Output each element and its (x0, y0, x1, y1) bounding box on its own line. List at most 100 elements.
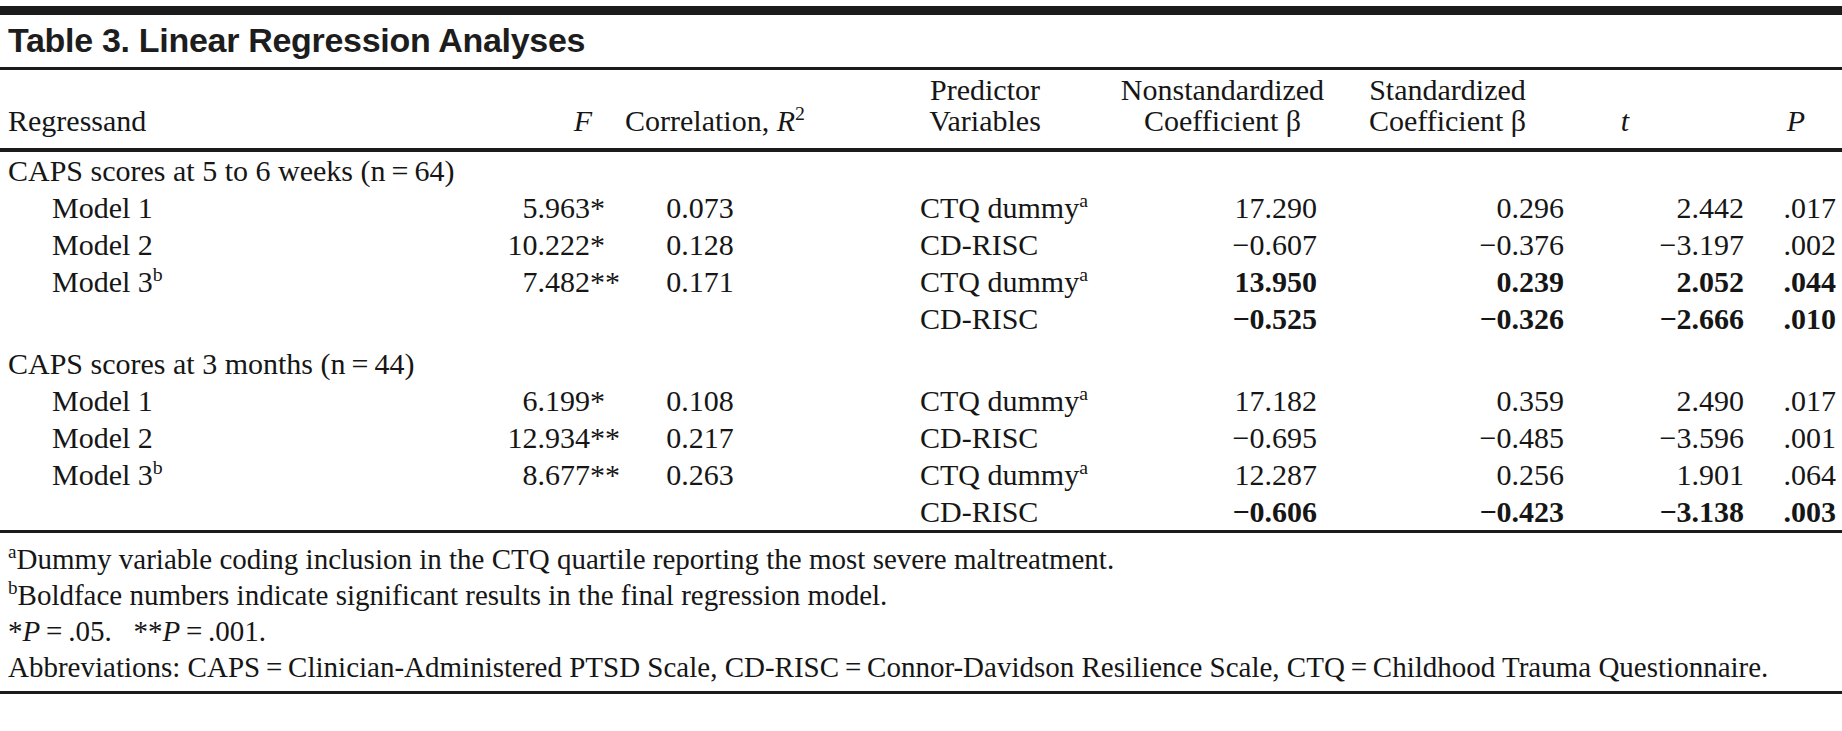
cell-p-value: .064 (1750, 456, 1842, 493)
cell-p-value: .017 (1750, 189, 1842, 226)
significance-asterisks: ** (590, 263, 620, 300)
column-header-nonstandardized-coefficient: NonstandardizedCoefficient β (1120, 70, 1325, 150)
cell-nonstandardized-coefficient: −0.606 (1120, 493, 1325, 532)
cell-correlation-r2: 0.128 (620, 226, 850, 263)
cell-predictor-variable: CTQ dummya (850, 382, 1120, 419)
cell-correlation-r2 (620, 493, 850, 532)
cell-regressand: Model 3b (0, 263, 455, 300)
cell-f-value: 10.222* (455, 226, 620, 263)
cell-regressand: Model 1 (0, 382, 455, 419)
significance-asterisks: * (590, 189, 620, 226)
column-header-predictor-variables: PredictorVariables (850, 70, 1120, 150)
cell-f-value: 6.199* (455, 382, 620, 419)
cell-regressand: Model 2 (0, 226, 455, 263)
table-section-row: CAPS scores at 5 to 6 weeks (n = 64) (0, 150, 1842, 189)
cell-regressand (0, 493, 455, 532)
cell-nonstandardized-coefficient: −0.695 (1120, 419, 1325, 456)
cell-correlation-r2: 0.108 (620, 382, 850, 419)
cell-nonstandardized-coefficient: 17.290 (1120, 189, 1325, 226)
cell-predictor-variable: CD-RISC (850, 300, 1120, 337)
cell-nonstandardized-coefficient: 17.182 (1120, 382, 1325, 419)
cell-f-value: 5.963* (455, 189, 620, 226)
column-header-p: P (1750, 70, 1842, 150)
cell-correlation-r2: 0.171 (620, 263, 850, 300)
cell-standardized-coefficient: 0.256 (1325, 456, 1570, 493)
cell-t-value: −3.197 (1570, 226, 1750, 263)
column-header-correlation-r2: Correlation, R2 (620, 70, 850, 150)
cell-predictor-variable: CTQ dummya (850, 263, 1120, 300)
footnote-b: bBoldface numbers indicate significant r… (8, 577, 1834, 613)
section-label: CAPS scores at 5 to 6 weeks (n = 64) (0, 150, 1842, 189)
cell-regressand: Model 2 (0, 419, 455, 456)
cell-t-value: −3.596 (1570, 419, 1750, 456)
table-body: CAPS scores at 5 to 6 weeks (n = 64) Mod… (0, 150, 1842, 532)
section-label: CAPS scores at 3 months (n = 44) (0, 337, 1842, 382)
header-row: Regressand F Correlation, R2 PredictorVa… (0, 70, 1842, 150)
table-row: CD-RISC −0.525 −0.326 −2.666 .010 (0, 300, 1842, 337)
cell-p-value: .001 (1750, 419, 1842, 456)
cell-predictor-variable: CTQ dummya (850, 456, 1120, 493)
table-row: Model 3b 8.677** 0.263 CTQ dummya 12.287… (0, 456, 1842, 493)
cell-predictor-variable: CD-RISC (850, 493, 1120, 532)
column-header-standardized-coefficient: StandardizedCoefficient β (1325, 70, 1570, 150)
cell-nonstandardized-coefficient: 13.950 (1120, 263, 1325, 300)
table-row: Model 1 5.963* 0.073 CTQ dummya 17.290 0… (0, 189, 1842, 226)
cell-p-value: .010 (1750, 300, 1842, 337)
cell-p-value: .002 (1750, 226, 1842, 263)
cell-t-value: −2.666 (1570, 300, 1750, 337)
significance-asterisks: ** (590, 419, 620, 456)
table-section-row: CAPS scores at 3 months (n = 44) (0, 337, 1842, 382)
column-header-regressand: Regressand (0, 70, 455, 150)
cell-p-value: .044 (1750, 263, 1842, 300)
cell-f-value: 12.934** (455, 419, 620, 456)
footnote-a: aDummy variable coding inclusion in the … (8, 541, 1834, 577)
cell-f-value: 8.677** (455, 456, 620, 493)
cell-predictor-variable: CTQ dummya (850, 189, 1120, 226)
cell-t-value: 2.442 (1570, 189, 1750, 226)
cell-t-value: 2.052 (1570, 263, 1750, 300)
table-header: Regressand F Correlation, R2 PredictorVa… (0, 70, 1842, 150)
cell-f-value (455, 300, 620, 337)
table-row: Model 1 6.199* 0.108 CTQ dummya 17.182 0… (0, 382, 1842, 419)
cell-correlation-r2: 0.217 (620, 419, 850, 456)
cell-standardized-coefficient: −0.485 (1325, 419, 1570, 456)
cell-standardized-coefficient: −0.376 (1325, 226, 1570, 263)
cell-f-value: 7.482** (455, 263, 620, 300)
paper-table-page: Table 3. Linear Regression Analyses Regr… (0, 0, 1842, 731)
cell-nonstandardized-coefficient: 12.287 (1120, 456, 1325, 493)
footnote-significance: *P = .05. **P = .001. (8, 613, 1834, 649)
cell-nonstandardized-coefficient: −0.525 (1120, 300, 1325, 337)
cell-regressand: Model 1 (0, 189, 455, 226)
cell-standardized-coefficient: −0.326 (1325, 300, 1570, 337)
regression-table: Regressand F Correlation, R2 PredictorVa… (0, 70, 1842, 533)
cell-p-value: .003 (1750, 493, 1842, 532)
table-row: CD-RISC −0.606 −0.423 −3.138 .003 (0, 493, 1842, 532)
significance-asterisks: * (590, 382, 620, 419)
column-header-t: t (1570, 70, 1750, 150)
cell-predictor-variable: CD-RISC (850, 226, 1120, 263)
cell-standardized-coefficient: 0.359 (1325, 382, 1570, 419)
cell-correlation-r2: 0.073 (620, 189, 850, 226)
cell-predictor-variable: CD-RISC (850, 419, 1120, 456)
table-row: Model 3b 7.482** 0.171 CTQ dummya 13.950… (0, 263, 1842, 300)
cell-nonstandardized-coefficient: −0.607 (1120, 226, 1325, 263)
cell-f-value (455, 493, 620, 532)
cell-regressand: Model 3b (0, 456, 455, 493)
cell-regressand (0, 300, 455, 337)
table-title: Table 3. Linear Regression Analyses (0, 15, 1842, 67)
table-bottom-rule (0, 691, 1842, 694)
table-footnotes: aDummy variable coding inclusion in the … (0, 541, 1842, 685)
cell-t-value: 1.901 (1570, 456, 1750, 493)
cell-standardized-coefficient: −0.423 (1325, 493, 1570, 532)
cell-standardized-coefficient: 0.239 (1325, 263, 1570, 300)
table-row: Model 2 12.934** 0.217 CD-RISC −0.695 −0… (0, 419, 1842, 456)
footnote-abbreviations: Abbreviations: CAPS = Clinician-Administ… (8, 649, 1834, 685)
cell-t-value: −3.138 (1570, 493, 1750, 532)
cell-p-value: .017 (1750, 382, 1842, 419)
cell-t-value: 2.490 (1570, 382, 1750, 419)
cell-standardized-coefficient: 0.296 (1325, 189, 1570, 226)
table-top-rule (0, 6, 1842, 15)
significance-asterisks: ** (590, 456, 620, 493)
cell-correlation-r2: 0.263 (620, 456, 850, 493)
table-row: Model 2 10.222* 0.128 CD-RISC −0.607 −0.… (0, 226, 1842, 263)
